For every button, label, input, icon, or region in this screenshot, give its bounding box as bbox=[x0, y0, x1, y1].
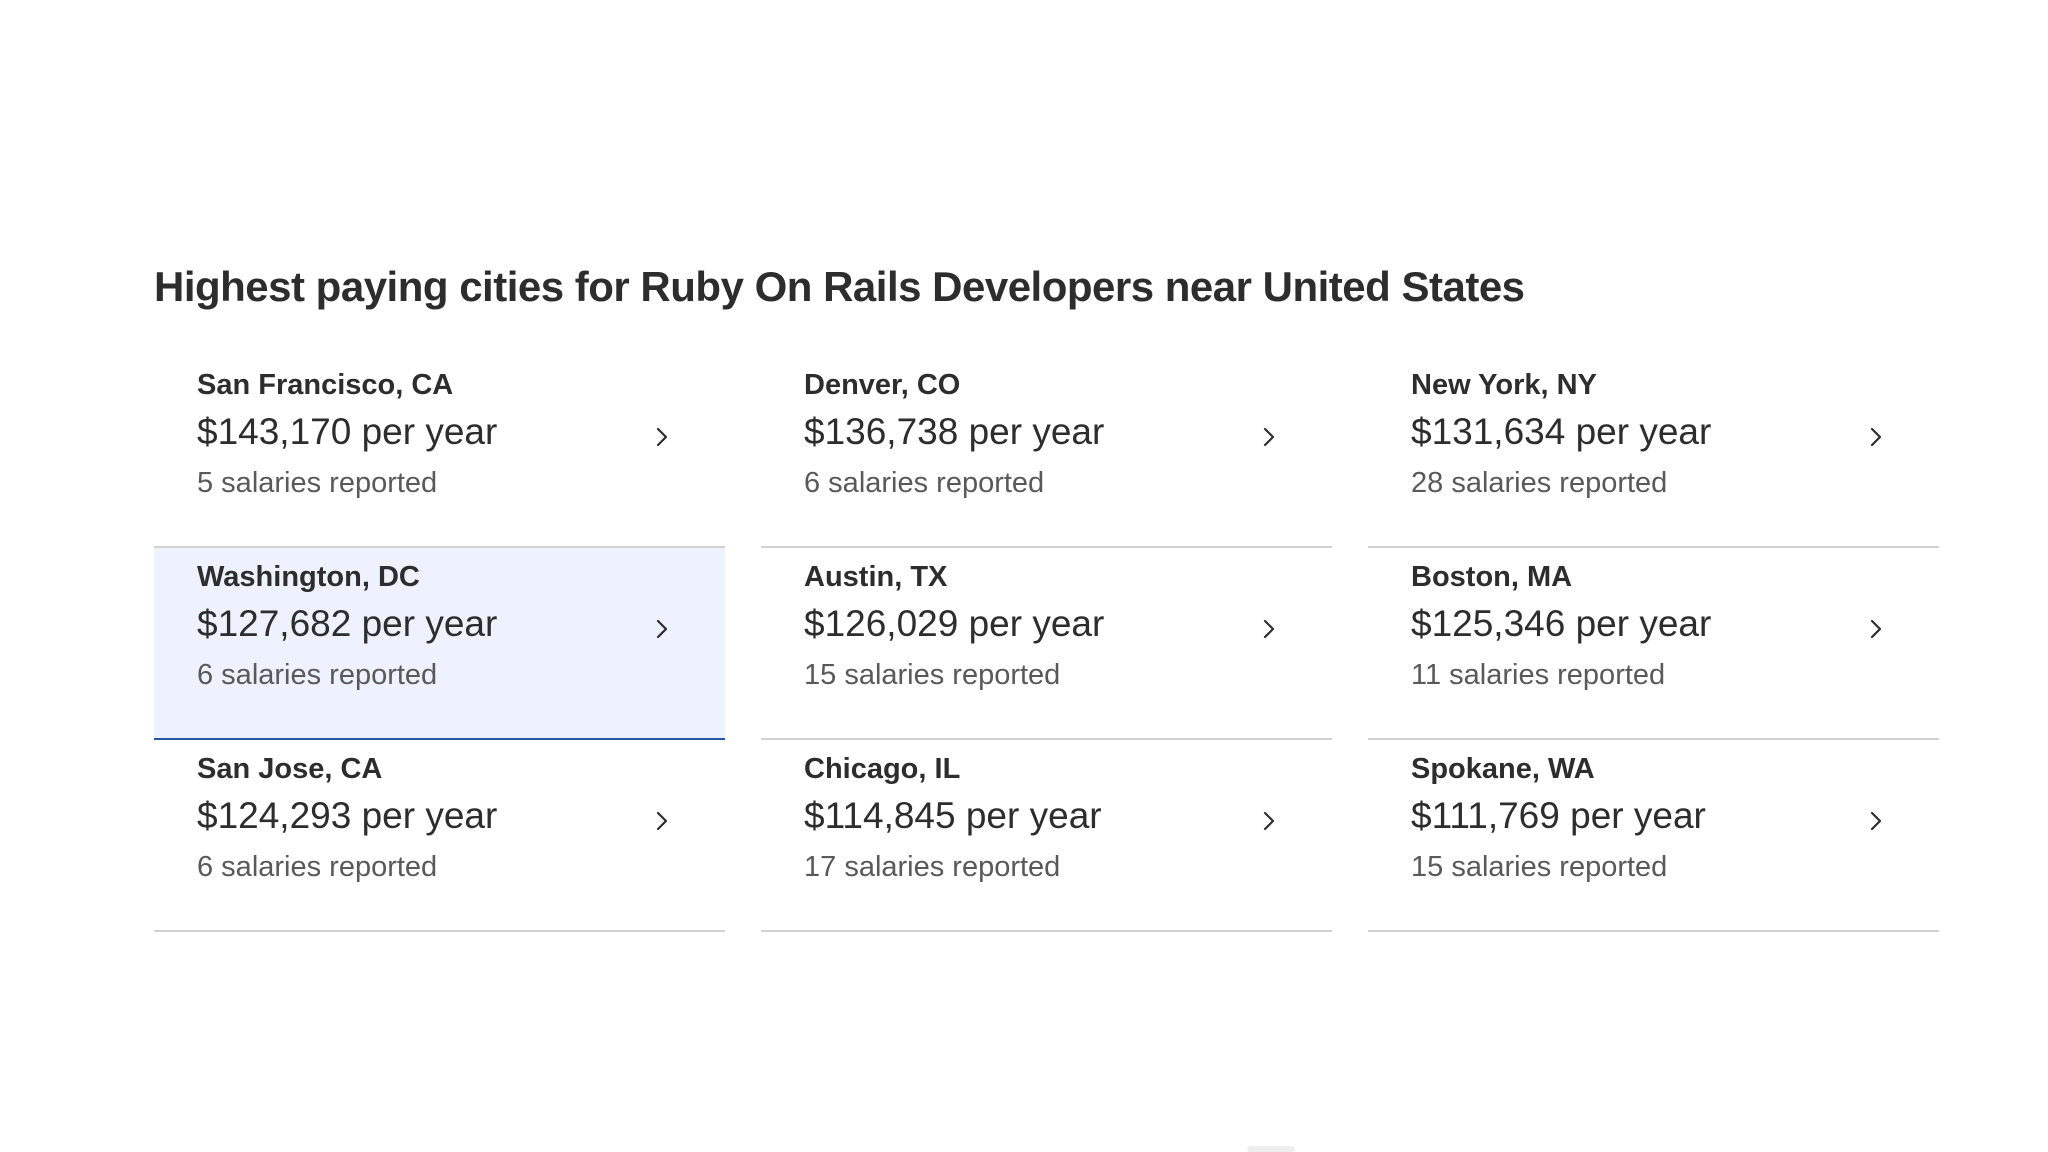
salaries-reported-count: 28 salaries reported bbox=[1411, 467, 1668, 499]
salaries-reported-count: 6 salaries reported bbox=[197, 659, 438, 691]
city-salary: $136,738 per year bbox=[804, 411, 1105, 452]
city-name: San Francisco, CA bbox=[197, 369, 454, 401]
scroll-indicator bbox=[1247, 1146, 1295, 1152]
chevron-right-icon bbox=[650, 425, 674, 449]
city-name: Washington, DC bbox=[197, 561, 420, 593]
chevron-right-icon bbox=[1864, 617, 1888, 641]
city-card-austin[interactable]: Austin, TX $126,029 per year 15 salaries… bbox=[761, 548, 1332, 740]
city-name: San Jose, CA bbox=[197, 753, 383, 785]
city-card-new-york[interactable]: New York, NY $131,634 per year 28 salari… bbox=[1368, 356, 1939, 548]
city-salary: $126,029 per year bbox=[804, 603, 1105, 644]
chevron-right-icon bbox=[1257, 617, 1281, 641]
city-card-chicago[interactable]: Chicago, IL $114,845 per year 17 salarie… bbox=[761, 740, 1332, 932]
city-card-denver[interactable]: Denver, CO $136,738 per year 6 salaries … bbox=[761, 356, 1332, 548]
city-card-san-jose[interactable]: San Jose, CA $124,293 per year 6 salarie… bbox=[154, 740, 725, 932]
city-salary: $111,769 per year bbox=[1411, 795, 1706, 836]
salaries-reported-count: 5 salaries reported bbox=[197, 467, 438, 499]
salaries-reported-count: 11 salaries reported bbox=[1411, 659, 1666, 691]
salaries-reported-count: 15 salaries reported bbox=[1411, 851, 1668, 883]
city-salary: $124,293 per year bbox=[197, 795, 498, 836]
highest-paying-cities-section: Highest paying cities for Ruby On Rails … bbox=[154, 258, 1940, 932]
city-card-spokane[interactable]: Spokane, WA $111,769 per year 15 salarie… bbox=[1368, 740, 1939, 932]
city-salary: $125,346 per year bbox=[1411, 603, 1712, 644]
city-salary-grid: San Francisco, CA $143,170 per year 5 sa… bbox=[154, 356, 1940, 932]
city-card-san-francisco[interactable]: San Francisco, CA $143,170 per year 5 sa… bbox=[154, 356, 725, 548]
city-salary: $131,634 per year bbox=[1411, 411, 1712, 452]
city-card-boston[interactable]: Boston, MA $125,346 per year 11 salaries… bbox=[1368, 548, 1939, 740]
city-name: Boston, MA bbox=[1411, 561, 1573, 593]
chevron-right-icon bbox=[1257, 809, 1281, 833]
city-salary: $114,845 per year bbox=[804, 795, 1102, 836]
chevron-right-icon bbox=[1864, 809, 1888, 833]
city-salary: $127,682 per year bbox=[197, 603, 498, 644]
city-name: Chicago, IL bbox=[804, 753, 961, 785]
city-name: New York, NY bbox=[1411, 369, 1597, 401]
city-card-washington[interactable]: Washington, DC $127,682 per year 6 salar… bbox=[154, 548, 725, 740]
salaries-reported-count: 6 salaries reported bbox=[197, 851, 438, 883]
chevron-right-icon bbox=[650, 617, 674, 641]
city-salary: $143,170 per year bbox=[197, 411, 498, 452]
salaries-reported-count: 6 salaries reported bbox=[804, 467, 1045, 499]
salaries-reported-count: 15 salaries reported bbox=[804, 659, 1061, 691]
section-title: Highest paying cities for Ruby On Rails … bbox=[154, 263, 1525, 310]
chevron-right-icon bbox=[650, 809, 674, 833]
chevron-right-icon bbox=[1864, 425, 1888, 449]
city-name: Spokane, WA bbox=[1411, 753, 1595, 785]
chevron-right-icon bbox=[1257, 425, 1281, 449]
city-name: Austin, TX bbox=[804, 561, 948, 593]
salaries-reported-count: 17 salaries reported bbox=[804, 851, 1061, 883]
city-name: Denver, CO bbox=[804, 369, 961, 401]
